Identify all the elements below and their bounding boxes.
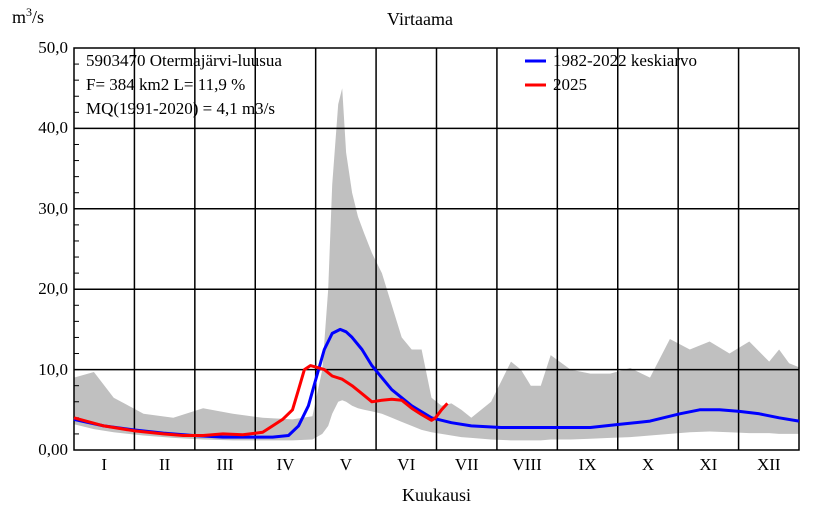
- y-axis-unit-label: m3/s: [12, 5, 45, 27]
- y-tick-label: 40,0: [38, 118, 68, 138]
- y-tick-label: 50,0: [38, 38, 68, 57]
- month-label: VI: [397, 455, 416, 474]
- month-label: IV: [276, 455, 295, 474]
- month-label: VII: [454, 455, 479, 474]
- station-name: 5903470 Otermajärvi-luusua: [86, 51, 282, 70]
- month-label: I: [101, 455, 108, 474]
- chart-title: Virtaama: [387, 9, 453, 29]
- month-label: VIII: [512, 455, 542, 474]
- month-label: III: [216, 455, 234, 474]
- legend-label-2025: 2025: [553, 75, 587, 94]
- catchment-info: F= 384 km2 L= 11,9 %: [86, 75, 246, 94]
- month-label: XI: [699, 455, 718, 474]
- month-label: V: [339, 455, 353, 474]
- plot-frame: [73, 47, 800, 451]
- month-label: IX: [578, 455, 597, 474]
- series-line-2025: [73, 364, 449, 437]
- min-max-envelope: [74, 88, 799, 441]
- y-tick-label: 10,0: [38, 359, 68, 379]
- month-label: X: [641, 455, 655, 474]
- y-tick-label: 20,0: [38, 279, 68, 299]
- mean-flow-info: MQ(1991-2020) = 4,1 m3/s: [86, 99, 276, 118]
- y-tick-label: 30,0: [38, 198, 68, 218]
- month-label: XII: [756, 455, 781, 474]
- y-tick-label: 0,00: [38, 440, 68, 459]
- series-line-mean: [73, 327, 800, 439]
- legend-label-mean: 1982-2022 keskiarvo: [553, 51, 698, 70]
- month-label: II: [158, 455, 171, 474]
- x-axis-label: Kuukausi: [402, 485, 471, 505]
